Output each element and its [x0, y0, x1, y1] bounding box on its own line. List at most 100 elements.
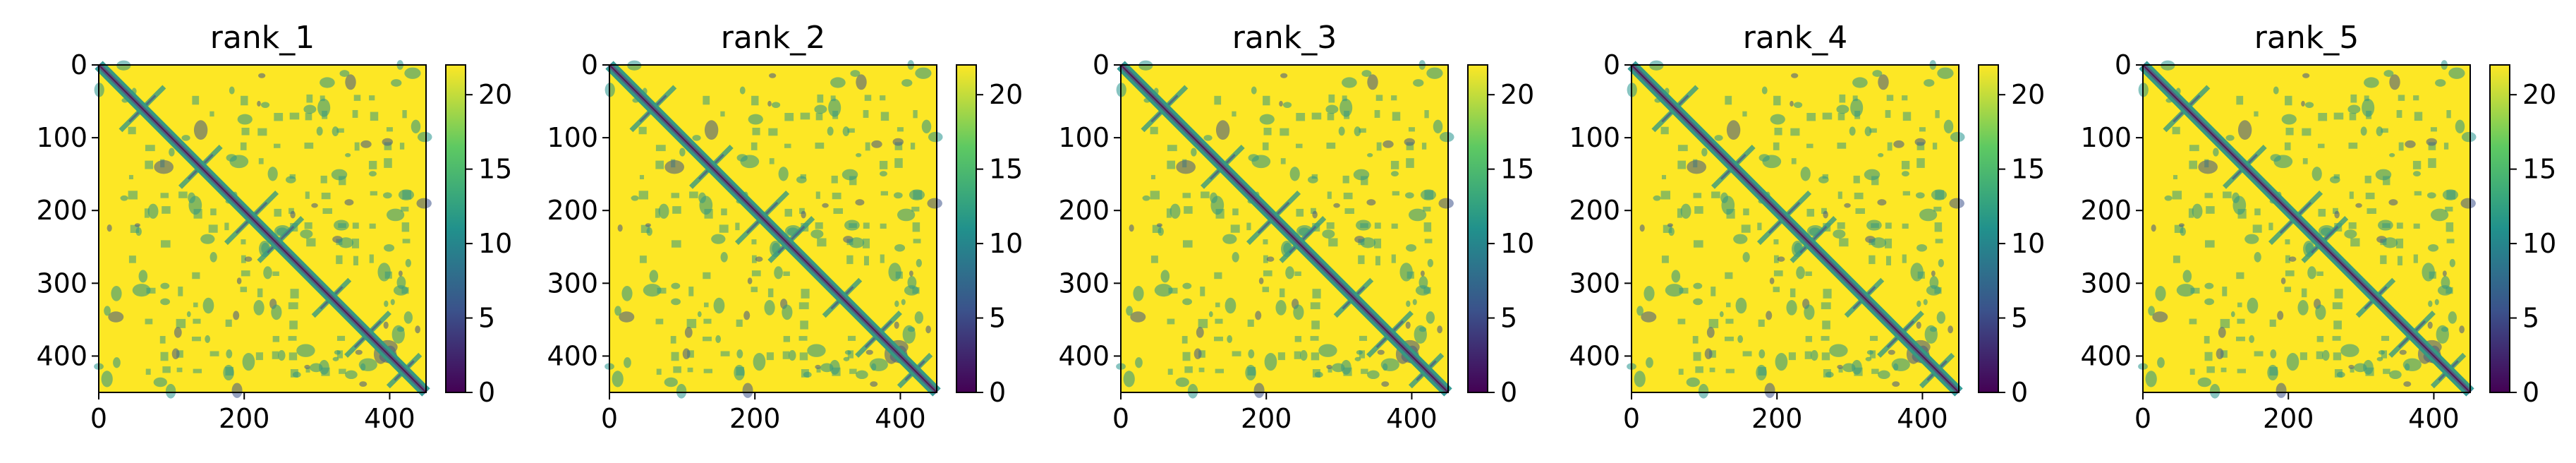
contact-patch	[1342, 175, 1349, 184]
contact-blob	[338, 237, 354, 248]
contact-blob	[736, 349, 743, 359]
contact-blob	[692, 135, 701, 141]
contact-blob	[2455, 119, 2465, 133]
contact-blob	[1825, 371, 1834, 378]
contact-patch	[801, 289, 810, 299]
contact-patch	[1693, 351, 1701, 361]
contact-blob	[1888, 349, 1895, 355]
contact-blob	[870, 381, 878, 387]
contact-patch	[1198, 318, 1208, 328]
contact-patch	[2316, 271, 2323, 276]
x-tick-label: 0	[1623, 403, 1640, 434]
colorbar-tick-label: 10	[2522, 228, 2556, 259]
contact-blob	[1653, 195, 1661, 201]
contact-patch	[2172, 126, 2180, 135]
contact-patch	[847, 335, 856, 341]
contact-blob	[1426, 311, 1435, 324]
contact-blob	[1836, 104, 1849, 114]
panel-title: rank_3	[1232, 20, 1337, 56]
contact-blob	[2430, 208, 2449, 222]
contact-blob	[202, 297, 214, 314]
contact-blob	[1251, 86, 1257, 95]
contact-patch	[879, 160, 888, 169]
contact-blob	[664, 160, 685, 174]
colorbar-tick-label: 10	[478, 228, 512, 259]
contact-patch	[399, 143, 405, 150]
contact-patch	[2332, 336, 2341, 341]
contact-blob	[132, 284, 151, 297]
contact-patch	[783, 336, 791, 342]
contact-patch	[2189, 368, 2195, 375]
contact-patch	[1901, 160, 1910, 169]
contact-patch	[703, 318, 712, 324]
contact-patch	[2206, 206, 2215, 214]
contact-blob	[2148, 306, 2155, 316]
contact-blob	[1253, 383, 1265, 398]
contact-blob	[801, 210, 806, 219]
contact-blob	[2302, 73, 2310, 78]
y-tick-label: 200	[2080, 195, 2132, 226]
contact-blob	[278, 350, 286, 361]
contact-patch	[1392, 112, 1401, 121]
contact-patch	[2446, 109, 2451, 119]
contact-blob	[1318, 344, 1337, 357]
contact-blob	[2363, 359, 2374, 375]
contact-blob	[2155, 286, 2166, 301]
contact-patch	[305, 112, 312, 121]
contact-blob	[1356, 350, 1363, 355]
contact-blob	[2354, 363, 2367, 373]
contact-blob	[1719, 311, 1724, 318]
contact-blob	[345, 74, 356, 90]
contact-patch	[2190, 287, 2200, 294]
y-tick-label: 0	[1093, 49, 1110, 80]
contact-blob	[147, 203, 159, 219]
contact-patch	[336, 128, 344, 133]
contact-patch	[351, 239, 360, 248]
contact-patch	[769, 158, 774, 164]
contact-blob	[345, 370, 358, 380]
contact-blob	[398, 189, 415, 200]
contact-blob	[1758, 154, 1770, 162]
contact-patch	[880, 95, 886, 101]
contact-blob	[383, 192, 392, 199]
contact-blob	[902, 325, 916, 344]
contact-blob	[1222, 234, 1237, 244]
contact-blob	[1130, 311, 1146, 323]
contact-patch	[192, 272, 200, 279]
contact-blob	[892, 138, 904, 146]
contact-patch	[800, 320, 808, 330]
contact-patch	[846, 255, 853, 265]
contact-patch	[2446, 222, 2454, 232]
contact-blob	[1701, 148, 1708, 157]
contact-patch	[1359, 350, 1366, 359]
contact-patch	[1327, 191, 1332, 199]
contact-patch	[2220, 350, 2228, 358]
contact-patch	[847, 350, 854, 359]
y-tick-label: 300	[547, 267, 598, 299]
contact-blob	[1943, 119, 1954, 133]
contact-blob	[671, 298, 681, 306]
contact-blob	[1871, 237, 1887, 248]
contact-patch	[863, 109, 869, 118]
contact-blob	[2428, 300, 2433, 307]
contact-blob	[2311, 167, 2322, 181]
contact-patch	[1788, 352, 1796, 361]
contact-patch	[815, 112, 823, 121]
contact-patch	[1150, 255, 1158, 263]
contact-patch	[862, 239, 870, 248]
contact-blob	[2315, 304, 2326, 320]
contact-blob	[901, 299, 906, 306]
contact-patch	[721, 208, 727, 216]
contact-patch	[2381, 335, 2390, 341]
contact-patch	[1822, 320, 1830, 330]
contact-blob	[1693, 282, 1703, 289]
contact-blob	[742, 383, 753, 398]
contact-blob	[2197, 377, 2211, 387]
contact-blob	[1804, 304, 1815, 320]
contact-blob	[915, 67, 932, 79]
contact-blob	[2434, 299, 2439, 306]
contact-blob	[2301, 100, 2305, 107]
contact-blob	[850, 70, 861, 77]
contact-patch	[1725, 318, 1734, 324]
contact-blob	[1361, 70, 1372, 77]
